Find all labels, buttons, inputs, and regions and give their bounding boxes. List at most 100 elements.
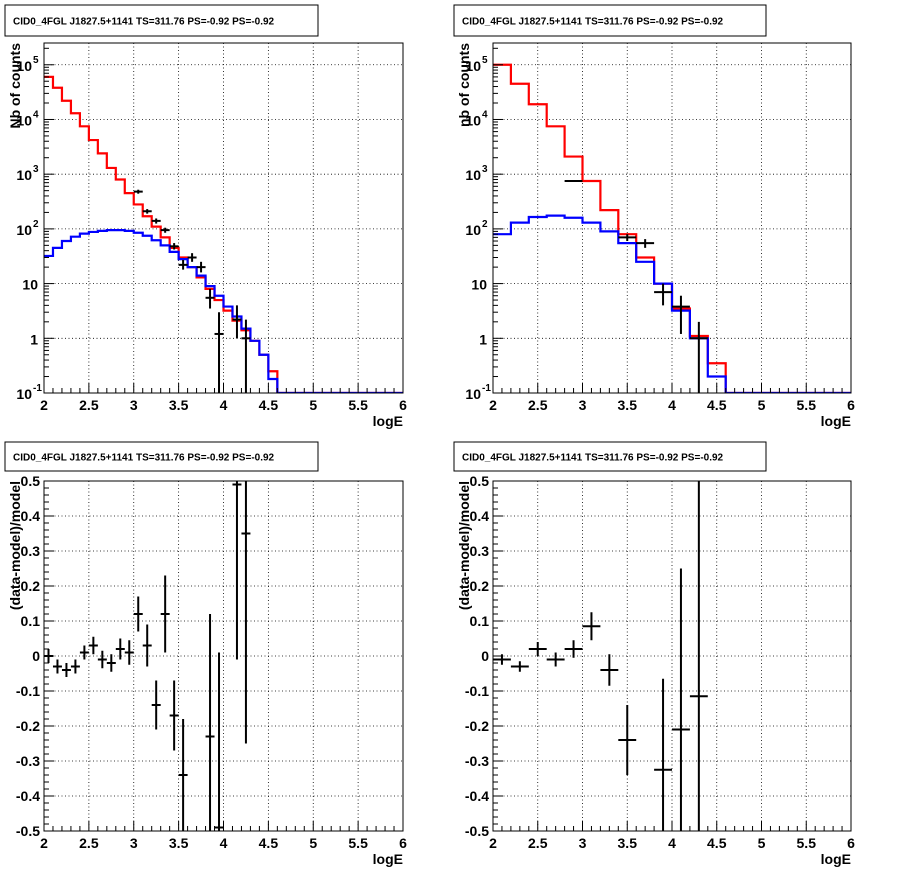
y-tick-label-exponent: -1: [33, 383, 42, 394]
data-point: [232, 305, 242, 339]
x-tick-label: 2: [489, 835, 497, 851]
chart-title: CID0_4FGL J1827.5+1141 TS=311.76 PS=-0.9…: [462, 453, 724, 464]
y-tick-label-exponent: 4: [33, 109, 39, 120]
y-tick-label: -0.2: [465, 718, 489, 734]
title-box: [453, 4, 767, 37]
y-tick-label: 0.1: [21, 613, 41, 629]
residual-point: [528, 642, 547, 656]
x-tick-label: 4: [220, 397, 228, 413]
y-tick-label: 0.2: [470, 578, 490, 594]
data-point: [654, 283, 672, 306]
data-point: [564, 180, 583, 183]
y-axis-label: nb of counts: [456, 43, 472, 127]
x-tick-label: 3: [579, 835, 587, 851]
data-point: [142, 209, 152, 214]
y-tick-label: 0.4: [470, 508, 490, 524]
data-point: [672, 295, 690, 334]
x-tick-label: 3.5: [618, 835, 638, 851]
model-step-line-red: [493, 63, 851, 393]
residual-point: [52, 659, 62, 674]
residual-point: [115, 638, 125, 660]
y-tick-label: -0.3: [16, 753, 40, 769]
x-tick-label: 4.5: [259, 397, 279, 413]
x-tick-label: 3: [579, 397, 587, 413]
x-tick-label: 2: [40, 397, 48, 413]
x-tick-label: 2.5: [79, 397, 99, 413]
residual-point: [133, 596, 143, 632]
y-tick-label-exponent: 3: [482, 164, 488, 175]
y-tick-label: 0.5: [21, 473, 41, 489]
x-tick-label: 4: [668, 397, 676, 413]
residual-point: [142, 624, 152, 667]
y-tick-label: -0.1: [16, 683, 40, 699]
residual-point: [672, 568, 690, 831]
y-tick-label: 0.1: [470, 613, 490, 629]
data-point: [133, 189, 143, 194]
residual-point: [169, 680, 179, 751]
residual-point: [214, 652, 224, 831]
model-step-line-blue: [493, 214, 851, 393]
x-tick-label: 4.5: [707, 835, 727, 851]
data-point: [214, 312, 224, 393]
residual-point: [178, 719, 188, 831]
residual-point: [689, 481, 708, 831]
residual-point: [232, 481, 242, 660]
data-point: [187, 253, 197, 262]
y-tick-label: 10: [16, 112, 32, 128]
y-tick-label: 0: [32, 648, 40, 664]
x-tick-label: 4.5: [707, 397, 727, 413]
data-point: [196, 261, 206, 273]
residual-point: [97, 650, 107, 669]
x-tick-label: 2.5: [528, 835, 548, 851]
chart-4: CID0_4FGL J1827.5+1141 TS=311.76 PS=-0.9…: [453, 441, 855, 867]
x-tick-label: 4: [668, 835, 676, 851]
y-tick-label: -0.4: [465, 788, 489, 804]
model-step-line-blue: [44, 229, 403, 393]
x-tick-label: 5.5: [348, 397, 368, 413]
residual-point: [205, 614, 215, 831]
y-tick-label: 0: [481, 648, 489, 664]
x-tick-label: 2: [40, 835, 48, 851]
y-tick-label: 10: [465, 112, 481, 128]
y-axis-label: (data-model)/model: [456, 481, 472, 610]
y-tick-label: 10: [22, 277, 38, 293]
y-tick-label-exponent: 5: [33, 55, 39, 66]
x-tick-label: 3.5: [169, 835, 189, 851]
chart-title: CID0_4FGL J1827.5+1141 TS=311.76 PS=-0.9…: [13, 453, 275, 464]
data-point: [205, 288, 215, 309]
data-point: [169, 243, 179, 250]
x-tick-label: 2.5: [528, 397, 548, 413]
y-tick-label: -0.2: [16, 718, 40, 734]
x-tick-label: 4.5: [259, 835, 279, 851]
title-box: [4, 4, 319, 37]
y-tick-label: 0.3: [470, 543, 490, 559]
plot-area: [44, 75, 403, 393]
residual-point: [546, 652, 565, 667]
x-tick-label: 5: [758, 835, 766, 851]
residual-point: [124, 640, 134, 665]
data-point: [618, 234, 637, 242]
y-axis-label: (data-model)/model: [7, 481, 23, 610]
chart-title: CID0_4FGL J1827.5+1141 TS=311.76 PS=-0.9…: [13, 17, 275, 28]
x-tick-label: 2.5: [79, 835, 99, 851]
plot-area: [44, 481, 251, 831]
y-tick-label-exponent: 3: [33, 164, 39, 175]
title-box: [4, 441, 319, 472]
plot-area: [493, 481, 708, 831]
data-point: [689, 321, 708, 393]
chart-1: CID0_4FGL J1827.5+1141 TS=311.76 PS=-0.9…: [4, 4, 407, 429]
x-tick-label: 2: [489, 397, 497, 413]
residual-point: [79, 645, 89, 660]
y-tick-label-exponent: 2: [482, 219, 488, 230]
y-tick-label: 1: [479, 331, 487, 347]
x-tick-label: 6: [847, 397, 855, 413]
y-tick-label-exponent: 4: [482, 109, 488, 120]
chart-title: CID0_4FGL J1827.5+1141 TS=311.76 PS=-0.9…: [462, 17, 724, 28]
y-tick-label: 0.4: [21, 508, 41, 524]
plot-area: [493, 63, 851, 393]
residual-point: [106, 654, 116, 672]
residual-point: [600, 654, 619, 686]
data-point: [636, 239, 655, 248]
residual-point: [510, 661, 529, 672]
